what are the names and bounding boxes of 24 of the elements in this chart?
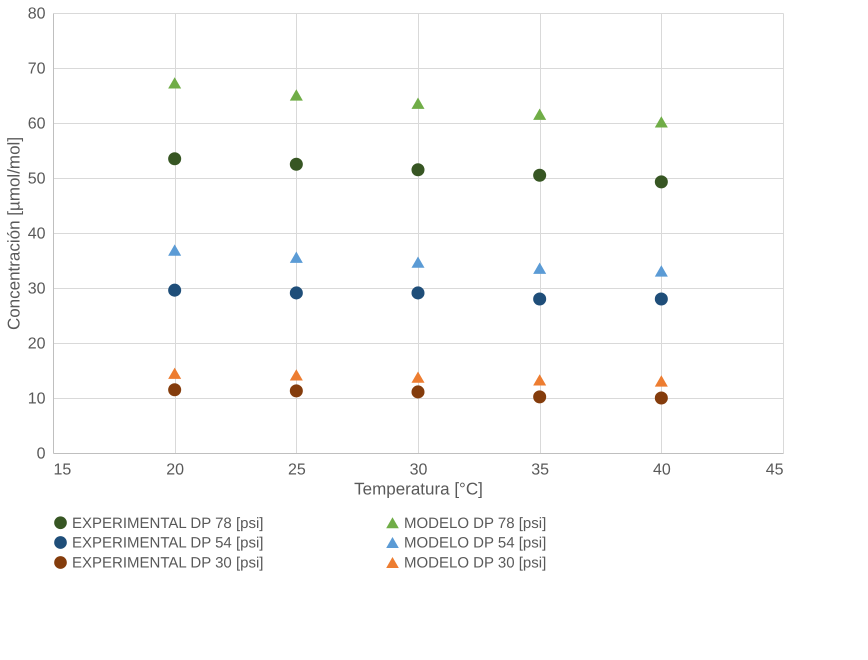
y-tick-label: 0 — [36, 446, 46, 462]
legend-label: MODELO DP 78 [psi] — [404, 514, 546, 532]
legend-label: MODELO DP 54 [psi] — [404, 534, 546, 552]
x-tick-label: 25 — [288, 462, 306, 478]
y-tick-label: 80 — [28, 6, 46, 22]
x-axis-title: Temperatura [°C] — [354, 480, 483, 498]
y-tick-label: 60 — [28, 116, 46, 132]
legend-label: EXPERIMENTAL DP 54 [psi] — [72, 534, 264, 552]
y-tick-label: 70 — [28, 60, 46, 78]
x-tick-label: 15 — [54, 462, 72, 478]
y-tick-label: 40 — [28, 226, 46, 242]
legend-label: EXPERIMENTAL DP 30 [psi] — [72, 554, 264, 572]
y-tick-label: 30 — [28, 280, 46, 298]
x-tick-label: 40 — [652, 462, 671, 478]
legend-label: MODELO DP 30 [psi] — [404, 554, 546, 572]
x-tick-label: 20 — [166, 462, 184, 478]
x-tick-label: 45 — [766, 462, 784, 478]
x-tick-label: 30 — [410, 462, 428, 478]
legend-label: EXPERIMENTAL DP 78 [psi] — [72, 514, 264, 532]
y-tick-label: 20 — [28, 336, 46, 352]
y-tick-label: 10 — [28, 390, 46, 408]
x-tick-label: 35 — [531, 462, 550, 478]
y-tick-label: 50 — [28, 170, 46, 188]
y-axis-title: Concentración [µmol/mol] — [4, 136, 24, 330]
